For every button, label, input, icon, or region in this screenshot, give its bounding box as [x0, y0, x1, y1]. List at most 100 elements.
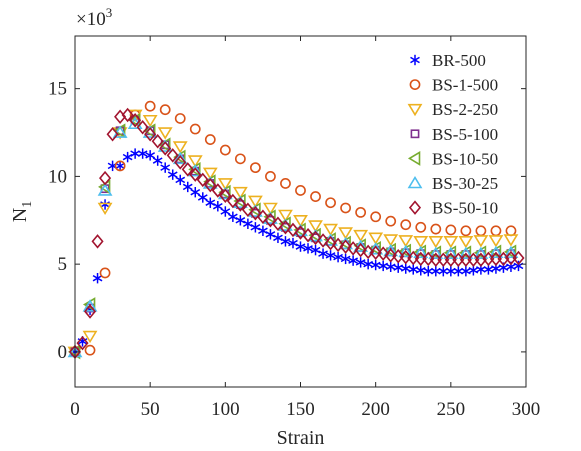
- legend-label: BS-10-50: [432, 149, 498, 168]
- data-point: [273, 232, 283, 244]
- data-point: [122, 151, 133, 163]
- data-point: [197, 192, 208, 203]
- data-point: [226, 193, 239, 209]
- legend-label: BS-2-250: [432, 100, 498, 119]
- legend-label: BS-1-500: [432, 76, 498, 95]
- y-tick-label: 10: [48, 166, 67, 187]
- data-point: [293, 214, 308, 228]
- data-point: [325, 197, 336, 209]
- data-point: [383, 234, 399, 247]
- legend-label: BS-30-25: [432, 174, 498, 193]
- data-point: [235, 215, 246, 226]
- data-point: [308, 220, 323, 233]
- data-point: [378, 260, 389, 272]
- data-point: [430, 265, 441, 277]
- data-point: [323, 223, 338, 237]
- data-point: [250, 222, 261, 233]
- data-point: [280, 236, 291, 247]
- data-point: [129, 112, 142, 128]
- data-point: [172, 151, 188, 165]
- data-point: [443, 246, 459, 259]
- data-point: [445, 224, 457, 236]
- data-point: [303, 243, 313, 254]
- data-point: [385, 215, 397, 227]
- x-tick-label: 250: [437, 399, 466, 420]
- data-point: [340, 253, 351, 265]
- axis-ticks: 0 50 100 150 200 250 300 0 5 10 15: [48, 36, 540, 420]
- data-point: [332, 237, 345, 253]
- data-point: [278, 209, 293, 223]
- data-point: [196, 172, 209, 188]
- data-point: [271, 216, 284, 232]
- data-point: [309, 230, 322, 246]
- series-BS-50-10: [68, 107, 525, 360]
- data-point: [353, 229, 369, 243]
- data-point: [279, 220, 292, 235]
- legend-marker: [408, 200, 422, 215]
- data-point: [247, 195, 263, 209]
- data-point: [92, 272, 103, 284]
- data-point: [166, 148, 179, 163]
- data-point: [301, 227, 315, 243]
- data-point: [189, 123, 201, 135]
- data-point: [256, 209, 269, 225]
- data-point: [212, 201, 223, 212]
- data-point: [243, 218, 253, 229]
- x-tick-label: 0: [70, 399, 80, 420]
- data-point: [234, 197, 247, 212]
- data-point: [172, 141, 188, 154]
- data-point: [174, 113, 186, 124]
- data-point: [187, 155, 203, 168]
- data-point: [82, 299, 98, 312]
- data-point: [393, 262, 404, 273]
- data-point: [310, 191, 321, 202]
- data-point: [99, 267, 111, 279]
- data-point: [368, 242, 384, 255]
- data-point: [264, 213, 277, 228]
- data-point: [182, 181, 193, 193]
- data-point: [377, 246, 390, 261]
- data-point: [363, 258, 374, 270]
- data-point: [294, 225, 307, 240]
- data-point: [175, 174, 186, 186]
- data-point: [503, 234, 519, 247]
- data-point: [249, 162, 261, 174]
- data-point: [355, 257, 366, 268]
- data-point: [121, 107, 134, 123]
- data-point: [204, 177, 217, 193]
- data-point: [317, 233, 330, 248]
- data-point: [473, 235, 489, 248]
- data-point: [503, 245, 519, 259]
- data-point: [428, 246, 444, 259]
- data-point: [167, 169, 178, 180]
- data-point: [398, 235, 414, 248]
- data-point: [408, 264, 419, 275]
- data-point: [159, 141, 172, 156]
- data-point: [368, 232, 384, 245]
- data-point: [318, 248, 328, 259]
- data-point: [234, 153, 246, 165]
- legend-marker: [407, 175, 423, 189]
- legend-marker: [407, 150, 421, 166]
- data-point: [354, 242, 367, 258]
- data-point: [84, 344, 96, 356]
- y-tick-label: 0: [58, 342, 68, 363]
- data-point: [137, 148, 148, 159]
- legend-marker: [410, 54, 420, 66]
- data-point: [399, 249, 412, 265]
- data-point: [443, 236, 459, 249]
- data-point: [160, 162, 171, 173]
- data-point: [362, 244, 375, 260]
- data-point: [189, 167, 202, 182]
- data-point: [385, 261, 396, 272]
- data-point: [295, 241, 306, 252]
- data-point: [217, 178, 233, 191]
- data-point: [232, 186, 248, 200]
- y-tick-label: 5: [58, 254, 68, 275]
- data-point: [204, 134, 216, 145]
- data-point: [181, 162, 194, 177]
- data-point: [227, 211, 238, 222]
- data-point: [458, 246, 474, 259]
- legend-label: BS-5-100: [432, 125, 498, 144]
- data-point: [83, 304, 97, 319]
